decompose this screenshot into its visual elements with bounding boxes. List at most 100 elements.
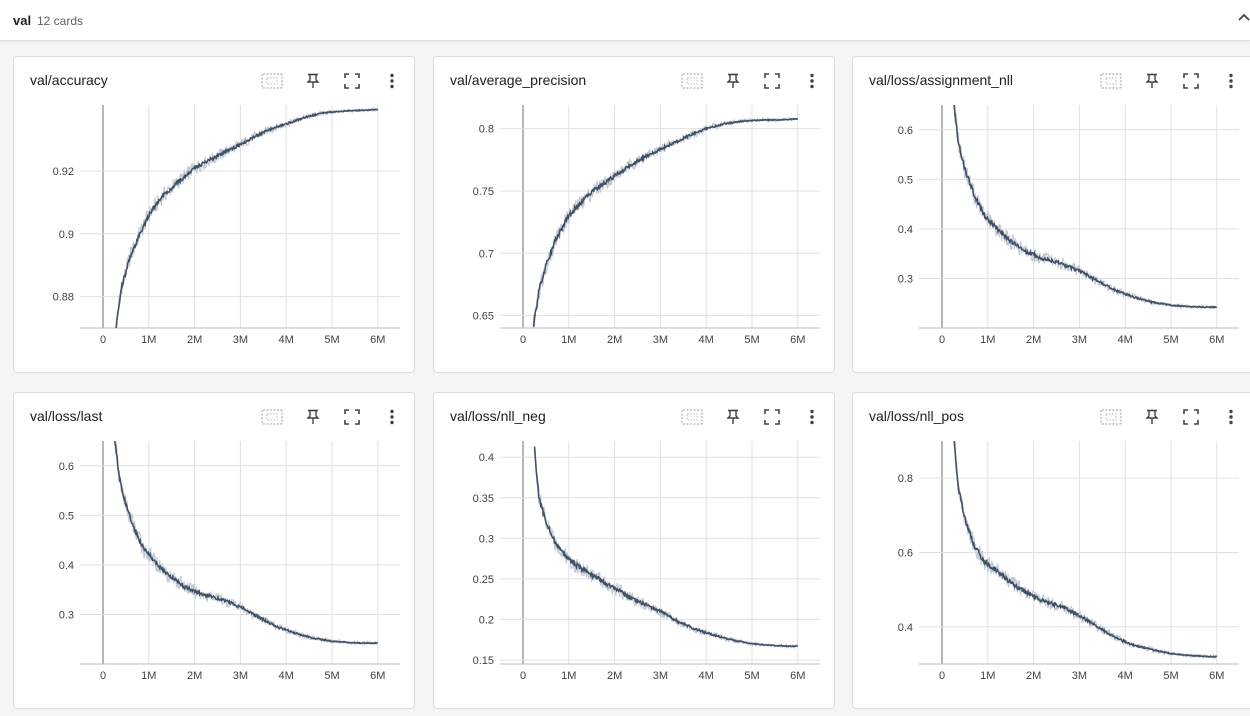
card-title: val/average_precision	[450, 72, 587, 88]
y-tick-label: 0.4	[898, 622, 913, 634]
x-tick-label: 4M	[279, 334, 294, 346]
collapse-group-button[interactable]	[1234, 8, 1250, 28]
y-tick-label: 0.25	[473, 574, 494, 586]
card-title: val/accuracy	[30, 72, 108, 88]
x-tick-label: 4M	[1118, 670, 1133, 682]
x-tick-label: 1M	[561, 670, 576, 682]
group-name: val	[13, 13, 32, 28]
x-tick-label: 5M	[744, 334, 759, 346]
smoothed-series-line	[114, 441, 378, 645]
x-tick-label: 5M	[324, 334, 339, 346]
x-tick-label: 1M	[141, 670, 156, 682]
y-tick-label: 0.4	[59, 560, 74, 572]
more-options-button[interactable]	[380, 405, 404, 429]
x-tick-label: 6M	[790, 670, 805, 682]
pin-button[interactable]	[721, 69, 745, 93]
fullscreen-button[interactable]	[340, 405, 364, 429]
pin-button[interactable]	[301, 405, 325, 429]
x-tick-label: 2M	[607, 334, 622, 346]
x-tick-label: 2M	[187, 670, 202, 682]
x-tick-label: 3M	[233, 334, 248, 346]
pin-button[interactable]	[1140, 69, 1164, 93]
fullscreen-icon	[1183, 73, 1199, 89]
smoothed-series-line	[953, 441, 1218, 658]
y-tick-label: 0.6	[59, 461, 74, 473]
fit-domain-icon	[261, 409, 283, 425]
pin-icon	[726, 73, 740, 89]
line-chart[interactable]: 0 1M 2M 3M 4M 5M 6M 0.88 0.9 0.92	[14, 57, 416, 374]
more-options-button[interactable]	[1219, 69, 1243, 93]
fit-domain-button[interactable]	[1099, 69, 1123, 93]
y-tick-label: 0.8	[479, 124, 494, 136]
fit-domain-button[interactable]	[1099, 405, 1123, 429]
scalar-card: val/loss/nll_neg 0 1M 2M 3M 4M 5M 6M 0.15 0.2 0.25…	[433, 392, 835, 709]
fit-domain-icon	[1100, 409, 1122, 425]
pin-button[interactable]	[1140, 405, 1164, 429]
x-tick-label: 2M	[1026, 670, 1041, 682]
fit-domain-button[interactable]	[680, 405, 704, 429]
fullscreen-button[interactable]	[760, 69, 784, 93]
fullscreen-button[interactable]	[340, 69, 364, 93]
more-vert-icon	[1228, 409, 1234, 425]
y-tick-label: 0.4	[898, 224, 913, 236]
smoothed-series-line	[533, 446, 798, 648]
y-tick-label: 0.15	[473, 655, 494, 667]
x-tick-label: 4M	[1118, 334, 1133, 346]
fullscreen-button[interactable]	[1179, 405, 1203, 429]
scalar-card: val/loss/assignment_nll 0 1M 2M 3M 4M 5M 6M 0.3 0…	[852, 56, 1250, 373]
fit-domain-icon	[681, 409, 703, 425]
raw-series-line	[953, 441, 1218, 660]
fit-domain-button[interactable]	[260, 69, 284, 93]
x-tick-label: 0	[520, 670, 526, 682]
pin-button[interactable]	[301, 69, 325, 93]
raw-series-line	[952, 105, 1218, 311]
line-chart[interactable]: 0 1M 2M 3M 4M 5M 6M 0.65 0.7 0.75 0.8	[434, 57, 836, 374]
more-options-button[interactable]	[800, 69, 824, 93]
fullscreen-button[interactable]	[760, 405, 784, 429]
x-tick-label: 5M	[1163, 334, 1178, 346]
x-tick-label: 2M	[187, 334, 202, 346]
y-tick-label: 0.6	[898, 125, 913, 137]
smoothed-series-line	[115, 108, 378, 328]
x-tick-label: 3M	[233, 670, 248, 682]
y-tick-label: 0.3	[59, 609, 74, 621]
y-tick-label: 0.9	[59, 229, 74, 241]
more-vert-icon	[1228, 73, 1234, 89]
x-tick-label: 4M	[699, 670, 714, 682]
fullscreen-icon	[344, 73, 360, 89]
fullscreen-icon	[764, 73, 780, 89]
chevron-up-icon	[1238, 13, 1250, 21]
smoothed-series-line	[532, 117, 799, 327]
x-tick-label: 0	[939, 670, 945, 682]
pin-button[interactable]	[721, 405, 745, 429]
more-options-button[interactable]	[800, 405, 824, 429]
more-vert-icon	[809, 409, 815, 425]
line-chart[interactable]: 0 1M 2M 3M 4M 5M 6M 0.3 0.4 0.5 0.6	[14, 393, 416, 710]
x-tick-label: 0	[100, 670, 106, 682]
x-tick-label: 6M	[370, 670, 385, 682]
raw-series-line	[532, 116, 799, 328]
more-options-button[interactable]	[380, 69, 404, 93]
group-header: val 12 cards	[0, 0, 1250, 41]
x-tick-label: 0	[520, 334, 526, 346]
x-tick-label: 4M	[699, 334, 714, 346]
pin-icon	[1145, 73, 1159, 89]
x-tick-label: 2M	[607, 670, 622, 682]
fit-domain-button[interactable]	[680, 69, 704, 93]
pin-icon	[306, 73, 320, 89]
smoothed-series-line	[953, 105, 1217, 309]
scalar-card: val/accuracy 0 1M 2M 3M 4M 5M 6M 0.88 0.9 0.92	[13, 56, 415, 373]
fullscreen-button[interactable]	[1179, 69, 1203, 93]
card-title: val/loss/nll_neg	[450, 408, 546, 424]
y-tick-label: 0.65	[473, 311, 494, 323]
x-tick-label: 1M	[980, 670, 995, 682]
y-tick-label: 0.88	[53, 292, 74, 304]
line-chart[interactable]: 0 1M 2M 3M 4M 5M 6M 0.15 0.2 0.25 0.3 0.35 0.4	[434, 393, 836, 710]
line-chart[interactable]: 0 1M 2M 3M 4M 5M 6M 0.3 0.4 0.5 0.6	[853, 57, 1250, 374]
line-chart[interactable]: 0 1M 2M 3M 4M 5M 6M 0.4 0.6 0.8	[853, 393, 1250, 710]
more-options-button[interactable]	[1219, 405, 1243, 429]
raw-series-line	[114, 441, 379, 647]
x-tick-label: 2M	[1026, 334, 1041, 346]
x-tick-label: 0	[100, 334, 106, 346]
fit-domain-button[interactable]	[260, 405, 284, 429]
